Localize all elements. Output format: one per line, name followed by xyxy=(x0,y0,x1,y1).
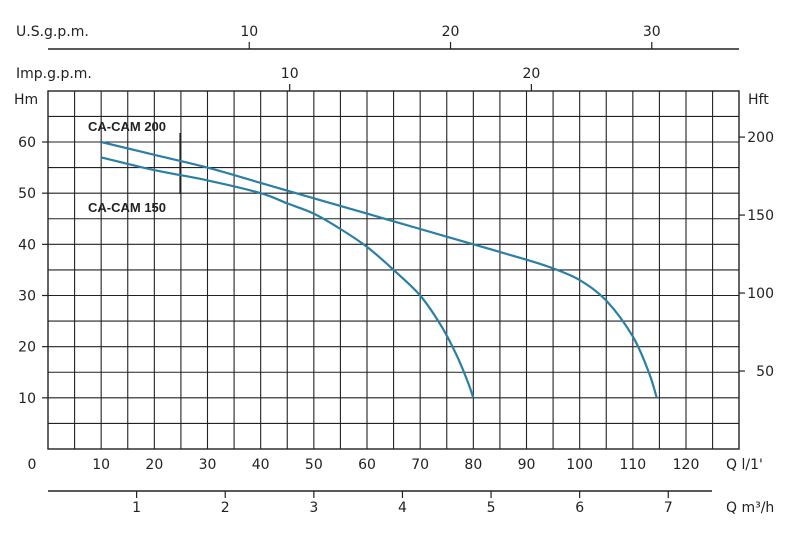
x-tick-label: 0 xyxy=(28,457,37,473)
x-tick-label: 100 xyxy=(566,457,593,473)
x-tick-label: 80 xyxy=(464,457,482,473)
m3h-tick-label: 4 xyxy=(398,500,407,516)
m3h-tick-label: 7 xyxy=(664,500,673,516)
y-tick-label: 20 xyxy=(18,340,36,356)
y-tick-label: 30 xyxy=(18,289,36,305)
series-label-ca-cam-150: CA-CAM 150 xyxy=(88,200,166,215)
m3h-tick-label: 6 xyxy=(575,500,584,516)
y-tick-label: 50 xyxy=(18,186,36,202)
m3h-tick-label: 3 xyxy=(309,500,318,516)
m3h-tick-label: 5 xyxy=(487,500,496,516)
m3h-tick-label: 1 xyxy=(132,500,141,516)
hft-tick-label: 150 xyxy=(747,208,774,224)
hft-tick-label: 100 xyxy=(747,286,774,302)
usgpm-tick-label: 20 xyxy=(442,24,460,40)
x-tick-label: 120 xyxy=(673,457,700,473)
impgpm-axis-title: Imp.g.p.m. xyxy=(16,66,92,82)
series-line-ca-cam-150 xyxy=(100,156,475,399)
m3h-tick-label: 2 xyxy=(221,500,230,516)
x-tick-label: 10 xyxy=(92,457,110,473)
y-tick-label: 40 xyxy=(18,237,36,253)
hm-tick-labels: 10 20 30 40 50 60 xyxy=(18,135,48,407)
plot-frame xyxy=(47,90,740,450)
q-m3h-axis-title: Q m³/h xyxy=(726,500,774,516)
usgpm-tick-label: 10 xyxy=(240,24,258,40)
x-tick-label: 30 xyxy=(199,457,217,473)
x-tick-label: 60 xyxy=(358,457,376,473)
usgpm-ticks: 10 20 30 xyxy=(240,24,661,49)
series-label-ca-cam-200: CA-CAM 200 xyxy=(88,119,166,134)
hft-tick-label: 50 xyxy=(756,364,774,380)
x-tick-label: 70 xyxy=(411,457,429,473)
series-line-ca-cam-200 xyxy=(100,140,658,399)
hft-tick-label: 200 xyxy=(747,130,774,146)
m3h-ticks: 1 2 3 4 5 6 7 xyxy=(132,491,673,516)
impgpm-ticks: 10 20 xyxy=(281,66,540,91)
impgpm-tick-label: 20 xyxy=(522,66,540,82)
impgpm-tick-label: 10 xyxy=(281,66,299,82)
usgpm-axis-title: U.S.g.p.m. xyxy=(16,24,89,40)
x-tick-label: 20 xyxy=(145,457,163,473)
usgpm-tick-label: 30 xyxy=(643,24,661,40)
x-tick-label: 110 xyxy=(619,457,646,473)
hft-axis-title: Hft xyxy=(748,92,769,108)
y-tick-label: 10 xyxy=(18,391,36,407)
hm-axis-title: Hm xyxy=(14,92,38,108)
q-lmin-tick-labels: 0 10 20 30 40 50 60 70 80 90 100 110 120 xyxy=(28,457,700,473)
y-tick-label: 60 xyxy=(18,135,36,151)
x-tick-label: 40 xyxy=(252,457,270,473)
x-tick-label: 90 xyxy=(518,457,536,473)
series-curves xyxy=(100,133,658,399)
x-tick-label: 50 xyxy=(305,457,323,473)
q-lmin-axis-title: Q l/1' xyxy=(726,457,763,473)
hft-tick-labels: 50 100 150 200 xyxy=(739,130,774,380)
